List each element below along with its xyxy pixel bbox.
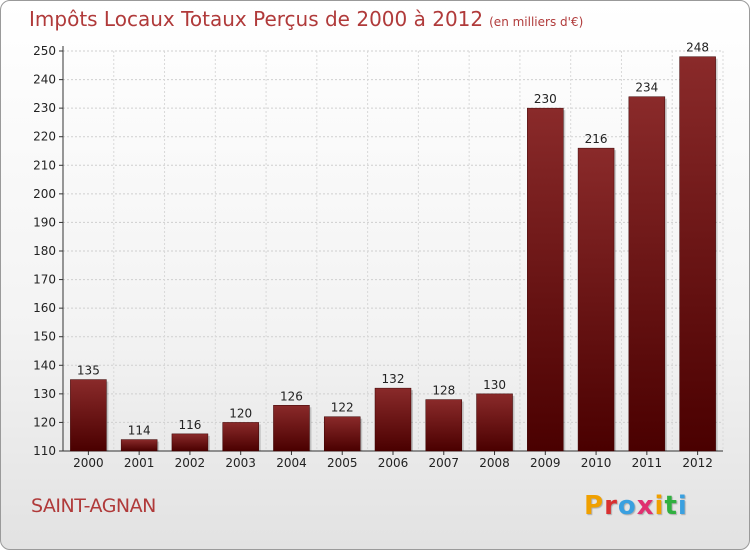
logo-letter: r (604, 491, 618, 521)
bar (476, 393, 513, 452)
y-tick-label: 210 (33, 158, 56, 172)
y-tick-label: 180 (33, 244, 56, 258)
bar (323, 416, 361, 452)
data-label: 248 (686, 41, 709, 55)
bar (577, 147, 615, 452)
y-tick-label: 150 (33, 330, 56, 344)
data-label: 122 (331, 401, 354, 415)
x-tick-label: 2007 (428, 456, 459, 470)
y-tick-label: 250 (33, 44, 56, 58)
data-label: 132 (382, 372, 405, 386)
bar (374, 387, 412, 452)
labels: 110 120 130 140 150 160 170 180 190 200 210 220 230 2… (33, 41, 713, 470)
data-label: 116 (178, 418, 201, 432)
x-tick-label: 2001 (124, 456, 155, 470)
bar (222, 422, 259, 452)
x-tick-label: 2012 (682, 456, 713, 470)
data-label: 120 (229, 406, 252, 420)
data-label: 230 (534, 92, 557, 106)
logo-letter: t (664, 491, 678, 521)
chart-title: Impôts Locaux Totaux Perçus de 2000 à 20… (29, 7, 583, 31)
bar (527, 107, 564, 452)
data-label: 216 (585, 132, 608, 146)
x-tick-label: 2011 (632, 456, 663, 470)
logo-letter: i (654, 491, 665, 521)
bar (70, 379, 107, 452)
city-name: SAINT-AGNAN (31, 495, 156, 517)
logo-letter: P (584, 491, 605, 521)
logo-letter: i (677, 491, 688, 521)
y-tick-label: 220 (33, 130, 56, 144)
y-tick-label: 110 (33, 444, 56, 458)
bar (679, 56, 716, 452)
x-tick-label: 2006 (378, 456, 409, 470)
y-tick-label: 140 (33, 358, 56, 372)
chart-subtitle: (en milliers d'€) (489, 15, 584, 29)
x-tick-label: 2003 (225, 456, 256, 470)
proxiti-logo[interactable]: Proxiti (584, 491, 688, 521)
x-tick-label: 2005 (327, 456, 358, 470)
x-tick-label: 2000 (73, 456, 104, 470)
x-tick-label: 2008 (479, 456, 510, 470)
y-tick-label: 160 (33, 301, 56, 315)
y-tick-label: 240 (33, 73, 56, 87)
logo-letter: o (617, 491, 637, 521)
y-tick-label: 190 (33, 215, 56, 229)
data-label: 234 (635, 81, 658, 95)
y-tick-label: 130 (33, 387, 56, 401)
y-tick-label: 120 (33, 415, 56, 429)
bar (628, 96, 666, 452)
x-tick-label: 2009 (530, 456, 561, 470)
y-tick-label: 170 (33, 273, 56, 287)
bars (70, 56, 718, 452)
data-label: 114 (128, 424, 151, 438)
y-tick-label: 230 (33, 101, 56, 115)
data-label: 126 (280, 389, 303, 403)
chart-title-main: Impôts Locaux Totaux Perçus de 2000 à 20… (29, 7, 484, 31)
bar (120, 439, 158, 452)
data-label: 128 (432, 384, 455, 398)
bar (273, 405, 310, 452)
y-tick-label: 200 (33, 187, 56, 201)
logo-letter: x (636, 491, 655, 521)
data-label: 135 (77, 364, 100, 378)
bar (171, 433, 209, 452)
data-label: 130 (483, 378, 506, 392)
x-tick-label: 2004 (276, 456, 307, 470)
bar (425, 399, 463, 452)
x-tick-label: 2002 (175, 456, 206, 470)
x-tick-label: 2010 (581, 456, 612, 470)
